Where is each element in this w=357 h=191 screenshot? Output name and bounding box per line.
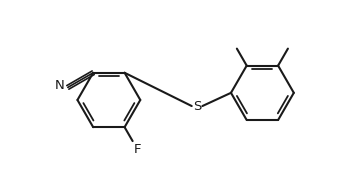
Text: N: N (55, 79, 65, 92)
Text: F: F (134, 142, 142, 155)
Text: S: S (193, 100, 201, 112)
